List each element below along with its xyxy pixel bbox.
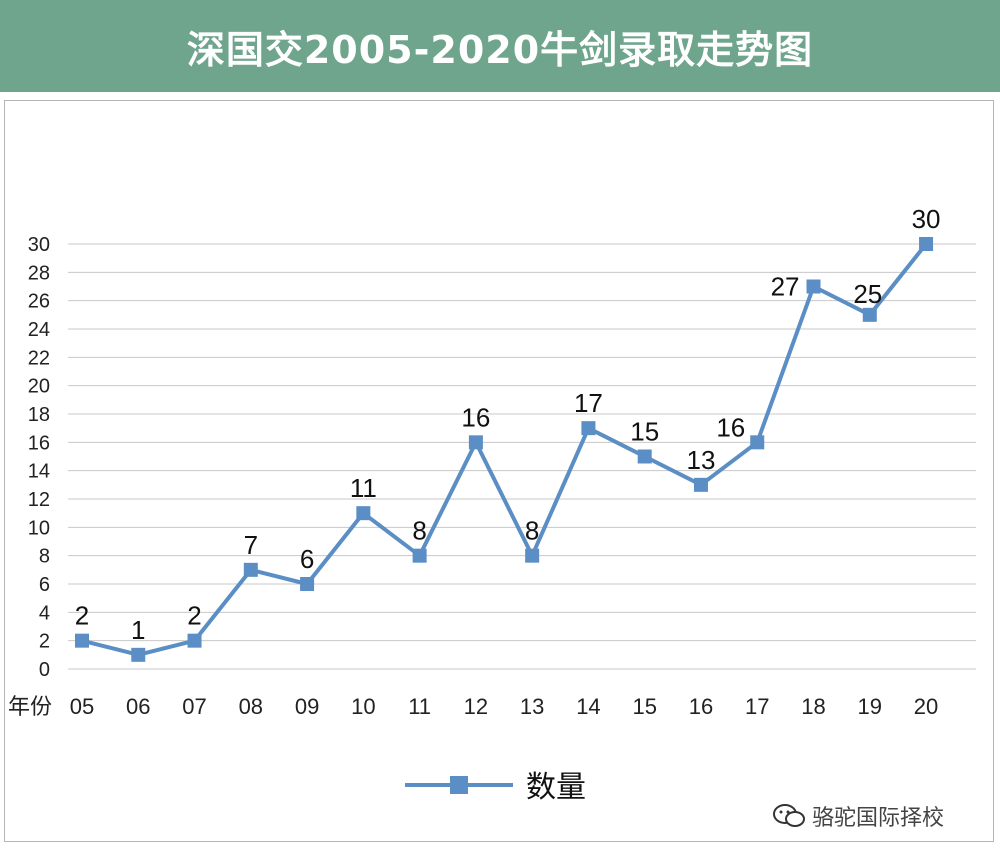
y-tick-label: 12 [28,489,50,511]
data-label: 11 [350,473,377,503]
data-label: 15 [630,417,659,447]
data-label: 7 [244,530,258,560]
y-tick-label: 10 [28,517,50,539]
data-point [750,435,765,450]
data-label: 30 [912,204,941,234]
grid-lines [68,243,976,670]
data-point [693,477,708,492]
data-point [131,647,146,662]
data-label: 17 [574,388,603,418]
x-tick-label: 16 [689,694,713,719]
y-tick-label: 4 [39,602,50,624]
data-point [581,421,596,436]
data-point [468,435,483,450]
y-tick-label: 2 [39,631,50,653]
legend-label: 数量 [526,770,586,805]
x-tick-label: 09 [295,694,319,719]
x-axis-label: 年份 [8,694,52,719]
data-label: 27 [771,272,800,302]
y-tick-label: 24 [28,319,50,341]
x-tick-label: 11 [408,694,431,719]
x-tick-label: 10 [351,694,375,719]
y-tick-label: 28 [28,262,50,284]
legend-marker [450,776,468,794]
x-tick-label: 15 [632,694,656,719]
data-point [187,633,202,648]
x-tick-label: 19 [858,694,882,719]
title-bar: 深国交2005-2020牛剑录取走势图 [0,0,1000,92]
data-label: 8 [525,516,539,546]
y-tick-label: 20 [28,376,50,398]
x-tick-label: 08 [239,694,263,719]
series-line-数量 [81,242,928,657]
x-axis-ticks: 05 06 07 08 09 10 11 12 13 14 15 16 17 18 19 20 [70,694,939,719]
data-point [300,577,315,591]
x-tick-label: 20 [914,694,938,719]
x-tick-label: 17 [745,694,769,719]
wechat-icon [773,804,805,827]
x-tick-label: 14 [576,694,600,719]
y-tick-label: 30 [28,234,50,256]
y-tick-label: 8 [39,546,50,568]
watermark-text: 骆驼国际择校 [812,806,945,831]
y-tick-label: 18 [28,404,50,426]
x-tick-label: 06 [126,694,150,719]
data-point [919,237,934,251]
data-label: 25 [853,279,882,309]
y-tick-label: 0 [39,659,50,681]
data-point [637,449,652,464]
data-label: 8 [412,516,426,546]
chart-title: 深国交2005-2020牛剑录取走势图 [186,27,814,72]
data-point [243,562,258,577]
data-point [806,279,821,294]
data-label: 16 [716,412,745,442]
data-point [525,548,540,563]
x-tick-label: 13 [520,694,544,719]
data-point [356,506,371,521]
x-tick-label: 18 [801,694,825,719]
y-tick-label: 14 [28,461,50,483]
x-tick-label: 07 [182,694,206,719]
y-tick-label: 16 [28,432,50,454]
data-label: 1 [131,615,145,645]
data-markers [75,237,934,662]
data-label: 16 [461,402,490,432]
data-point [412,548,427,563]
data-label: 2 [187,601,201,631]
x-tick-label: 12 [464,694,488,719]
watermark: 骆驼国际择校 [772,800,944,832]
data-point [862,307,877,322]
y-tick-label: 22 [28,347,50,369]
x-tick-label: 05 [70,694,94,719]
data-label: 6 [300,544,314,574]
data-label: 13 [687,445,716,475]
legend: 数量 [405,770,586,805]
data-point [75,633,89,648]
y-tick-label: 6 [39,574,50,596]
y-tick-label: 26 [28,291,50,313]
data-label: 2 [75,601,89,631]
